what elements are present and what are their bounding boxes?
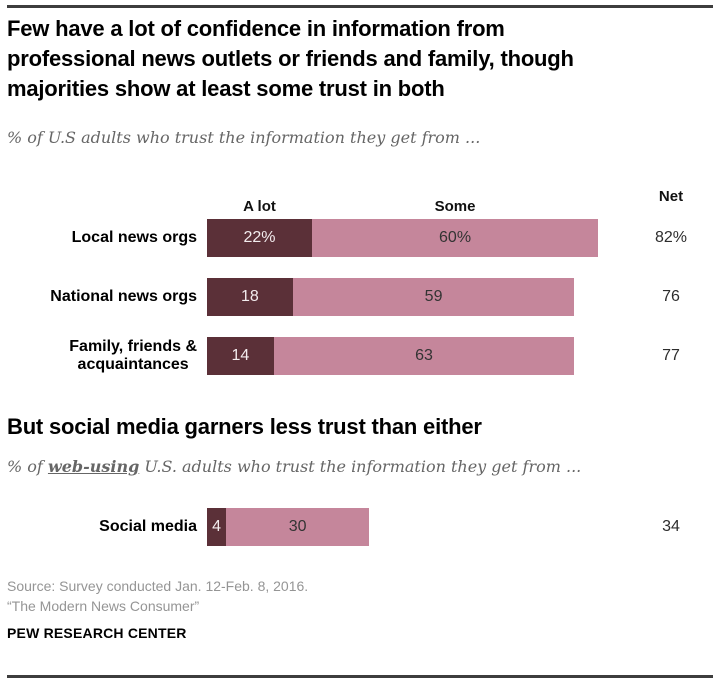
stacked-bar: 14 63 xyxy=(207,337,575,375)
category-label-text: Social media xyxy=(99,518,197,535)
category-label: Family, friends & acquaintances xyxy=(0,337,197,375)
bottom-divider xyxy=(7,675,713,678)
bar-segment-some: 30 xyxy=(226,508,370,546)
category-label-text: Family, friends & acquaintances xyxy=(69,338,197,373)
category-label: National news orgs xyxy=(0,278,197,316)
column-header-a-lot: A lot xyxy=(243,198,276,215)
net-value: 34 xyxy=(662,518,680,535)
chart-row: Social media 4 30 34 xyxy=(0,508,720,546)
chart-row: Local news orgs 22% 60% 82% xyxy=(0,219,720,257)
bar-segment-some: 59 xyxy=(292,278,575,316)
pew-research-center-wordmark: PEW RESEARCH CENTER xyxy=(7,625,187,641)
stacked-bar: 18 59 xyxy=(207,278,575,316)
bar-segment-a-lot: 18 xyxy=(207,278,293,316)
source-line-1: Source: Survey conducted Jan. 12-Feb. 8,… xyxy=(7,578,309,594)
page-title-line-1: Few have a lot of confidence in informat… xyxy=(7,16,505,41)
bar-segment-a-lot: 4 xyxy=(207,508,227,546)
bar-segment-some: 63 xyxy=(273,337,575,375)
section2-title: But social media garners less trust than… xyxy=(7,414,482,439)
chart2-subtitle-prefix: % of xyxy=(7,457,48,476)
category-label-text: National news orgs xyxy=(50,288,197,305)
bar-segment-a-lot: 14 xyxy=(207,337,274,375)
trust-bar-chart: Local news orgs 22% 60% 82% National news or… xyxy=(0,219,720,396)
net-value: 82% xyxy=(654,229,688,246)
bar-segment-a-lot: 22% xyxy=(207,219,312,257)
chart2-subtitle-emphasis: web-using xyxy=(47,457,140,476)
page-title-line-2: professional news outlets or friends and… xyxy=(7,46,574,71)
column-header-net: Net xyxy=(658,188,684,205)
chart2-subtitle-suffix: U.S. adults who trust the information th… xyxy=(139,457,582,476)
bar-segment-some: 60% xyxy=(311,219,599,257)
stacked-bar: 4 30 xyxy=(207,508,370,546)
net-value: 76 xyxy=(662,288,680,305)
page-title: Few have a lot of confidence in informat… xyxy=(7,14,717,104)
net-value: 77 xyxy=(662,347,680,364)
column-header-some: Some xyxy=(434,198,476,215)
category-label: Local news orgs xyxy=(0,219,197,257)
chart-row: National news orgs 18 59 76 xyxy=(0,278,720,316)
top-divider xyxy=(7,5,713,8)
source-line-2: “The Modern News Consumer” xyxy=(7,598,200,614)
source-note: Source: Survey conducted Jan. 12-Feb. 8,… xyxy=(7,576,308,616)
chart-row: Family, friends & acquaintances 14 63 77 xyxy=(0,337,720,375)
social-media-bar-chart: Social media 4 30 34 xyxy=(0,508,720,567)
chart1-subtitle: % of U.S adults who trust the informatio… xyxy=(7,128,481,147)
category-label-text: Local news orgs xyxy=(71,229,197,246)
category-label: Social media xyxy=(0,508,197,546)
page-title-line-3: majorities show at least some trust in b… xyxy=(7,76,445,101)
chart2-subtitle: % of web-using U.S. adults who trust the… xyxy=(7,457,707,476)
stacked-bar: 22% 60% xyxy=(207,219,599,257)
